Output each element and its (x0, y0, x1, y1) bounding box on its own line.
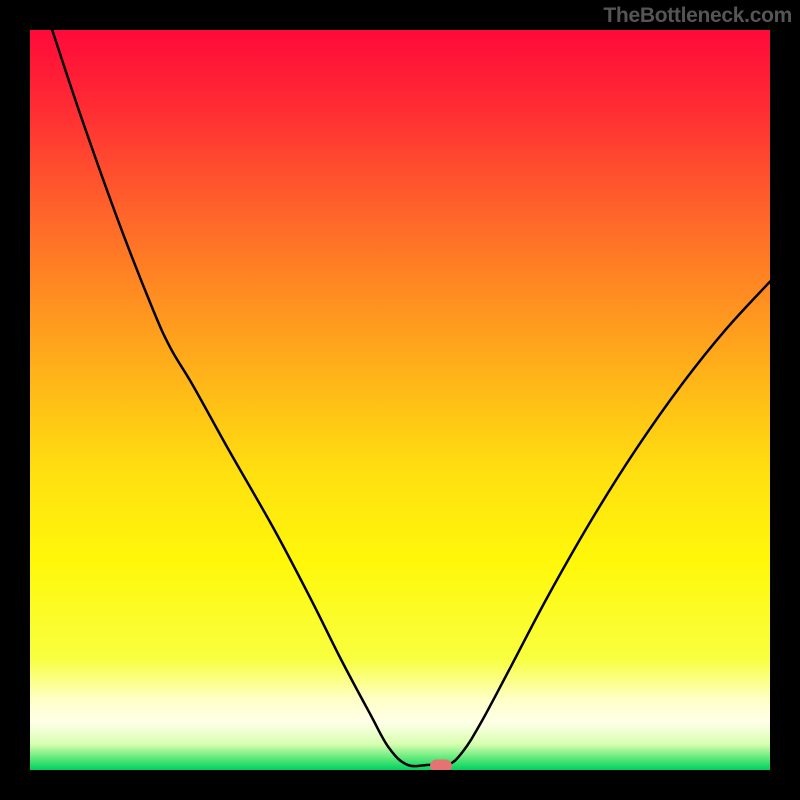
optimal-point-marker[interactable] (430, 759, 452, 770)
plot-area (30, 30, 770, 770)
bottleneck-curve (30, 30, 770, 770)
watermark-label: TheBottleneck.com (603, 4, 792, 28)
chart-container: TheBottleneck.com (0, 0, 800, 800)
